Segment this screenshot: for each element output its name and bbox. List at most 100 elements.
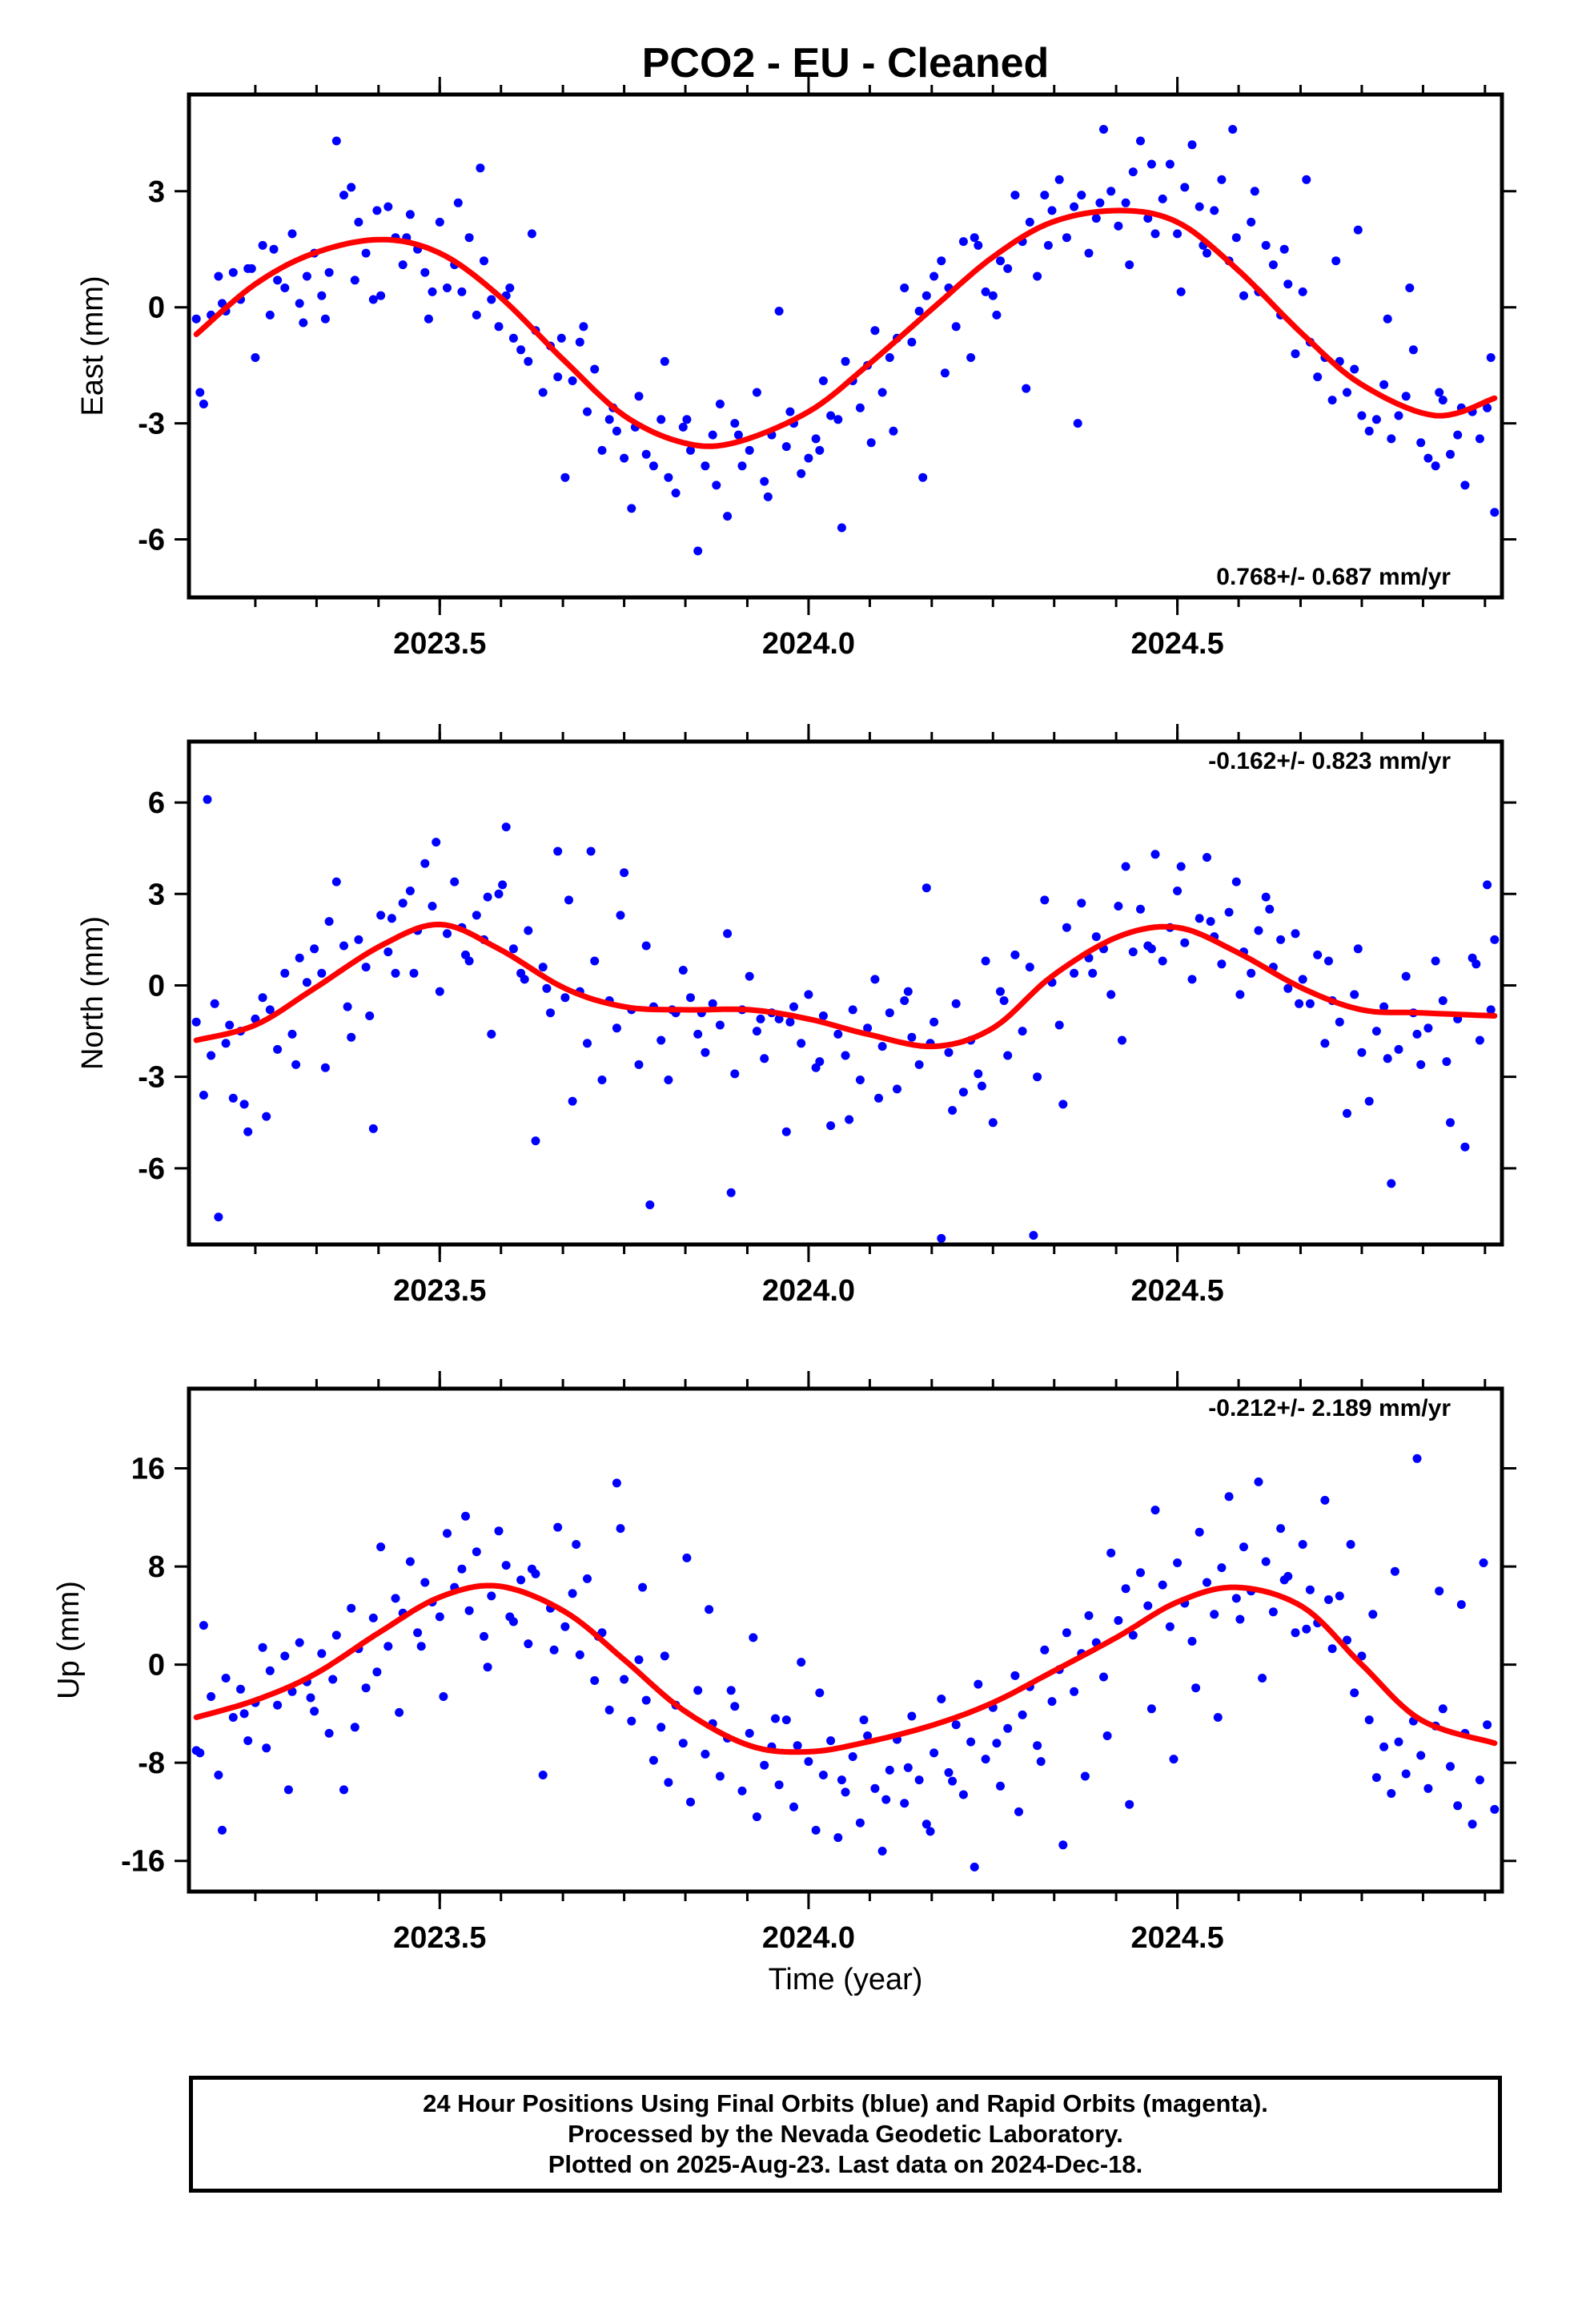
up-data-point bbox=[1080, 1771, 1090, 1781]
up-data-point bbox=[228, 1713, 238, 1722]
up-data-point bbox=[339, 1785, 348, 1795]
east-x-tick-label: 2023.5 bbox=[393, 627, 486, 661]
up-data-point bbox=[648, 1755, 658, 1765]
east-data-point bbox=[1228, 125, 1238, 134]
north-data-point bbox=[347, 1032, 356, 1042]
north-data-point bbox=[320, 1063, 330, 1072]
north-y-tick-label: 6 bbox=[148, 786, 165, 820]
up-data-point bbox=[310, 1707, 319, 1716]
east-data-point bbox=[376, 291, 386, 300]
east-data-point bbox=[833, 415, 843, 424]
east-data-point bbox=[1401, 392, 1411, 401]
east-data-point bbox=[1416, 438, 1426, 448]
east-data-point bbox=[866, 438, 876, 448]
up-data-point bbox=[405, 1557, 415, 1566]
north-data-point bbox=[1472, 959, 1481, 969]
north-data-point bbox=[391, 968, 400, 978]
north-data-point bbox=[797, 1039, 806, 1048]
east-data-point bbox=[634, 392, 644, 401]
north-data-point bbox=[893, 1084, 901, 1094]
up-data-point bbox=[483, 1663, 492, 1672]
east-data-point bbox=[1054, 175, 1064, 184]
north-data-point bbox=[265, 1005, 275, 1015]
east-data-point bbox=[516, 345, 526, 355]
north-data-point bbox=[656, 1035, 666, 1045]
north-data-point bbox=[1379, 1002, 1389, 1011]
footer-line-1: 24 Hour Positions Using Final Orbits (bl… bbox=[423, 2089, 1268, 2117]
up-data-point bbox=[737, 1786, 747, 1795]
east-x-tick-label: 2024.5 bbox=[1130, 627, 1223, 661]
east-data-point bbox=[1357, 411, 1367, 420]
north-data-point bbox=[1235, 990, 1245, 999]
up-data-point bbox=[771, 1714, 780, 1723]
east-data-point bbox=[1136, 136, 1145, 146]
north-data-point bbox=[498, 880, 508, 890]
up-data-point bbox=[1203, 1578, 1211, 1587]
up-data-point bbox=[516, 1575, 526, 1585]
up-data-point bbox=[749, 1633, 758, 1642]
up-ticks: 2023.5 2024.0 2024.5 16 8 0 -8 -16 bbox=[121, 1371, 1516, 1955]
north-data-point bbox=[1054, 1020, 1064, 1030]
up-data-point bbox=[638, 1582, 648, 1592]
east-data-point bbox=[1350, 364, 1359, 374]
north-data-point bbox=[845, 1115, 854, 1124]
up-data-point bbox=[461, 1511, 470, 1521]
up-data-point bbox=[1364, 1715, 1374, 1725]
up-data-point bbox=[1302, 1624, 1311, 1634]
north-data-point bbox=[841, 1051, 850, 1060]
east-data-point bbox=[664, 472, 673, 482]
east-data-point bbox=[1195, 202, 1204, 211]
north-data-point bbox=[616, 911, 625, 920]
up-data-point bbox=[1150, 1506, 1160, 1515]
north-data-point bbox=[1291, 929, 1300, 939]
north-data-point bbox=[774, 1014, 784, 1023]
up-data-point bbox=[273, 1700, 283, 1710]
north-data-point bbox=[343, 1002, 352, 1011]
up-data-point bbox=[583, 1574, 592, 1583]
up-data-point bbox=[693, 1686, 703, 1695]
up-data-point bbox=[1346, 1540, 1355, 1549]
east-data-point bbox=[1283, 279, 1293, 289]
up-data-point bbox=[391, 1594, 400, 1603]
up-data-point bbox=[1343, 1635, 1351, 1645]
east-data-point bbox=[1331, 256, 1341, 266]
north-data-point bbox=[921, 883, 931, 893]
north-scatter-points bbox=[191, 794, 1500, 1243]
up-data-point bbox=[958, 1790, 968, 1799]
north-y-tick-label: -3 bbox=[138, 1061, 165, 1095]
east-data-point bbox=[900, 283, 909, 292]
up-data-point bbox=[258, 1642, 267, 1652]
east-data-point bbox=[1033, 271, 1042, 281]
north-data-point bbox=[903, 987, 913, 996]
north-data-point bbox=[221, 1039, 231, 1048]
up-y-tick-label: 8 bbox=[148, 1550, 165, 1584]
north-data-point bbox=[1265, 904, 1275, 914]
east-data-point bbox=[1091, 214, 1101, 223]
up-data-point bbox=[1298, 1540, 1307, 1549]
north-data-point bbox=[1247, 968, 1256, 978]
north-data-point bbox=[1224, 907, 1234, 917]
east-data-point bbox=[745, 445, 754, 455]
up-y-tick-label: -8 bbox=[138, 1747, 165, 1780]
east-data-point bbox=[693, 546, 703, 556]
east-data-point bbox=[1187, 140, 1197, 150]
north-data-point bbox=[214, 1212, 223, 1222]
north-data-point bbox=[885, 1008, 894, 1018]
east-data-point bbox=[556, 333, 566, 343]
east-data-point bbox=[372, 206, 382, 215]
east-data-point bbox=[648, 461, 658, 471]
east-data-point bbox=[1010, 191, 1020, 200]
north-data-point bbox=[723, 929, 733, 939]
north-data-point bbox=[634, 1059, 644, 1069]
up-x-tick-label: 2024.0 bbox=[762, 1921, 855, 1955]
east-data-point bbox=[597, 445, 607, 455]
north-data-point bbox=[1077, 899, 1086, 908]
up-data-point bbox=[347, 1603, 356, 1613]
up-data-point bbox=[1010, 1671, 1020, 1680]
up-data-point bbox=[951, 1720, 961, 1730]
north-data-point bbox=[428, 902, 437, 911]
east-data-point bbox=[1302, 175, 1311, 184]
east-data-point bbox=[1364, 426, 1374, 436]
up-data-point bbox=[1468, 1819, 1477, 1829]
east-data-point bbox=[1125, 260, 1134, 270]
